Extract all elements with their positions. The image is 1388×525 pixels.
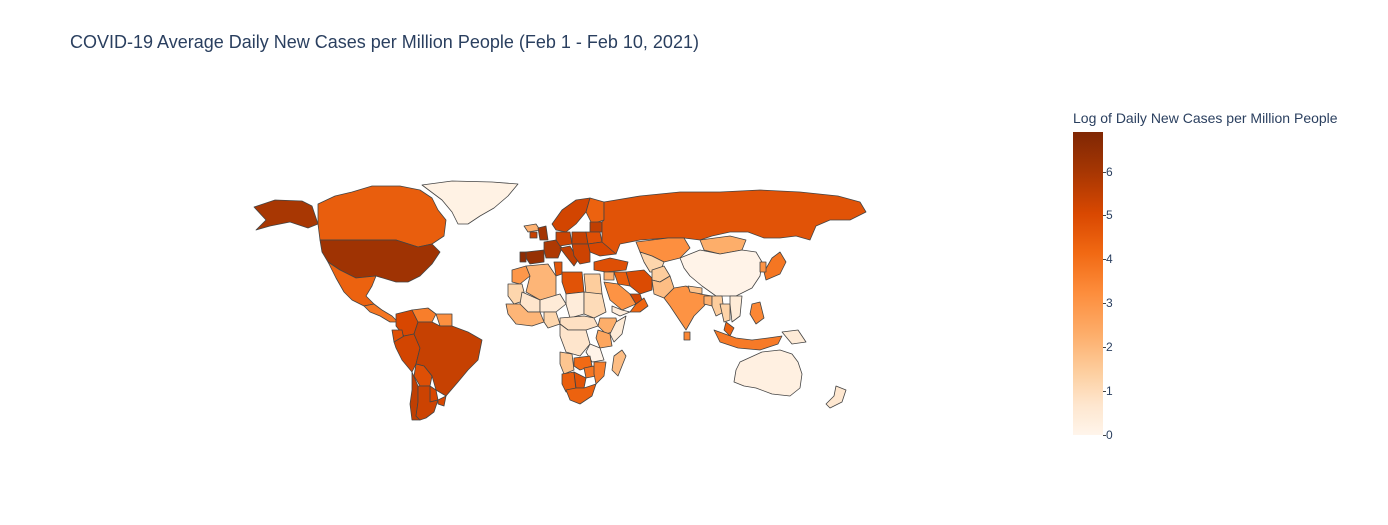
region-syria[interactable] xyxy=(603,271,615,281)
region-tunisia[interactable] xyxy=(553,261,563,277)
region-united-kingdom[interactable] xyxy=(537,225,549,241)
colorbar-tick-label: 2 xyxy=(1106,340,1113,355)
colorbar-tick-mark xyxy=(1103,391,1106,393)
region-yemen[interactable] xyxy=(611,305,631,317)
region-iran[interactable] xyxy=(625,269,653,295)
colorbar-tick-mark xyxy=(1103,215,1106,217)
region-portugal[interactable] xyxy=(519,251,527,263)
region-china[interactable] xyxy=(679,249,763,297)
region-thailand[interactable] xyxy=(719,303,731,323)
region-nepal[interactable] xyxy=(687,285,703,295)
region-germany[interactable] xyxy=(555,231,573,247)
region-greenland[interactable] xyxy=(421,180,519,225)
region-philippines[interactable] xyxy=(749,301,765,325)
region-argentina[interactable] xyxy=(415,385,439,421)
region-canada[interactable] xyxy=(317,185,447,248)
region-finland[interactable] xyxy=(585,197,605,225)
region-indochina[interactable] xyxy=(729,295,743,323)
colorbar-tick-label: 1 xyxy=(1106,384,1113,399)
colorbar-title: Log of Daily New Cases per Million Peopl… xyxy=(1073,110,1338,126)
region-alaska-usa[interactable] xyxy=(253,199,319,231)
colorbar-tick-mark xyxy=(1103,303,1106,305)
region-sri-lanka[interactable] xyxy=(683,331,691,341)
region-baltics[interactable] xyxy=(589,221,603,233)
region-somalia[interactable] xyxy=(609,315,627,343)
region-south-africa[interactable] xyxy=(565,383,597,405)
region-bangladesh[interactable] xyxy=(703,295,713,307)
region-spain[interactable] xyxy=(525,249,545,265)
region-niger[interactable] xyxy=(539,293,567,313)
region-india[interactable] xyxy=(663,285,713,331)
region-ireland[interactable] xyxy=(529,231,538,239)
region-botswana[interactable] xyxy=(573,371,587,389)
region-mozambique[interactable] xyxy=(593,361,607,385)
region-libya[interactable] xyxy=(561,271,585,295)
chart-title: COVID-19 Average Daily New Cases per Mil… xyxy=(70,32,699,52)
region-indonesia[interactable] xyxy=(713,329,783,351)
region-chad[interactable] xyxy=(565,291,585,319)
region-sudan[interactable] xyxy=(583,291,607,319)
colorbar-tick-label: 0 xyxy=(1106,428,1113,442)
region-iraq[interactable] xyxy=(613,271,631,287)
region-balkans[interactable] xyxy=(571,243,591,265)
region-australia[interactable] xyxy=(733,349,803,397)
region-venezuela[interactable] xyxy=(411,307,437,323)
colorbar-tick-label: 6 xyxy=(1106,164,1113,179)
region-egypt[interactable] xyxy=(583,273,603,295)
colorbar-tick-label: 3 xyxy=(1106,296,1113,311)
region-nigeria[interactable] xyxy=(543,311,561,329)
region-new-zealand[interactable] xyxy=(825,385,847,409)
region-angola[interactable] xyxy=(559,351,575,375)
region-papua-new-guinea[interactable] xyxy=(781,329,807,345)
colorbar xyxy=(1073,132,1103,435)
region-turkey[interactable] xyxy=(593,257,629,273)
region-madagascar[interactable] xyxy=(611,349,627,377)
region-algeria[interactable] xyxy=(525,263,557,301)
region-morocco[interactable] xyxy=(511,265,531,285)
region-poland[interactable] xyxy=(571,231,589,245)
colorbar-tick-mark xyxy=(1103,171,1106,173)
region-oman[interactable] xyxy=(629,297,649,313)
region-myanmar[interactable] xyxy=(711,295,725,317)
region-scandinavia[interactable] xyxy=(551,197,591,233)
region-japan[interactable] xyxy=(763,251,787,281)
colorbar-tick-mark xyxy=(1103,259,1106,261)
region-south-korea[interactable] xyxy=(759,261,767,273)
colorbar-tick-mark xyxy=(1103,435,1106,436)
colorbar-tick-label: 5 xyxy=(1106,208,1113,223)
region-italy[interactable] xyxy=(559,245,579,267)
colorbar-tick-mark xyxy=(1103,347,1106,349)
region-guianas[interactable] xyxy=(435,313,453,327)
region-dr-congo[interactable] xyxy=(559,323,591,357)
region-central-america[interactable] xyxy=(363,303,399,323)
region-uruguay[interactable] xyxy=(437,395,447,407)
region-mexico[interactable] xyxy=(327,261,377,307)
colorbar-tick-label: 4 xyxy=(1106,252,1113,267)
region-kenya[interactable] xyxy=(595,329,613,349)
